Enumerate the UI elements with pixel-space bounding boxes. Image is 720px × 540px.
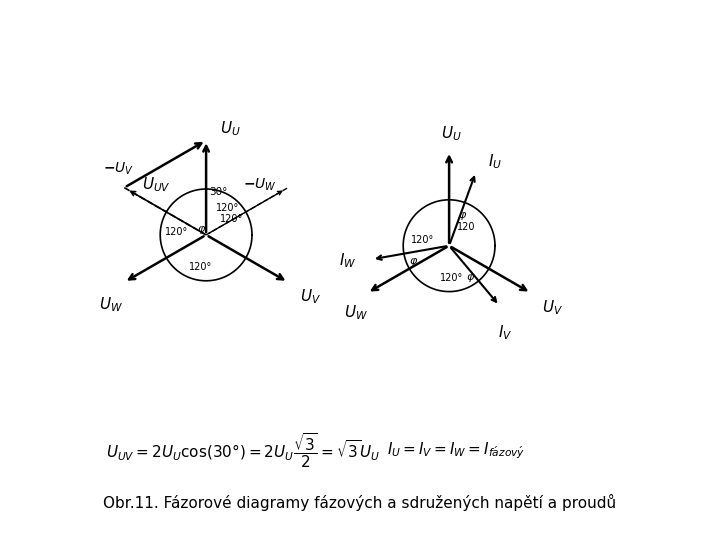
Text: $\boldsymbol{U_W}$: $\boldsymbol{U_W}$ — [344, 303, 369, 322]
Text: $\boldsymbol{-U_W}$: $\boldsymbol{-U_W}$ — [243, 177, 277, 193]
Text: $\varphi$: $\varphi$ — [197, 224, 207, 235]
Text: Obr.11. Fázorové diagramy fázových a sdružených napětí a proudů: Obr.11. Fázorové diagramy fázových a sdr… — [104, 494, 616, 511]
Text: $\varphi$: $\varphi$ — [466, 272, 475, 284]
Text: $\boldsymbol{U_V}$: $\boldsymbol{U_V}$ — [300, 288, 321, 306]
Text: $\boldsymbol{U_U}$: $\boldsymbol{U_U}$ — [220, 119, 240, 138]
Text: $U_{UV} = 2U_U\cos(30°) = 2U_U\dfrac{\sqrt{3}}{2} = \sqrt{3}U_U$: $U_{UV} = 2U_U\cos(30°) = 2U_U\dfrac{\sq… — [107, 431, 380, 470]
Text: $\boldsymbol{I_V}$: $\boldsymbol{I_V}$ — [498, 323, 513, 342]
Text: 120°: 120° — [165, 227, 188, 237]
Text: $\boldsymbol{U_{UV}}$: $\boldsymbol{U_{UV}}$ — [142, 176, 171, 194]
Text: 120°: 120° — [189, 262, 212, 272]
Text: 120: 120 — [457, 222, 476, 232]
Text: 120°: 120° — [410, 235, 433, 245]
Text: 120°: 120° — [220, 214, 243, 224]
Text: $\varphi$: $\varphi$ — [458, 210, 467, 222]
Text: $\varphi$: $\varphi$ — [410, 256, 418, 268]
Text: 120°: 120° — [440, 273, 464, 283]
Text: 120°: 120° — [216, 203, 239, 213]
Text: $\boldsymbol{U_U}$: $\boldsymbol{U_U}$ — [441, 124, 462, 143]
Text: 30°: 30° — [209, 187, 228, 197]
Text: $\boldsymbol{I_U}$: $\boldsymbol{I_U}$ — [487, 153, 502, 171]
Text: $I_U = I_V = I_W = I_{f\acute{a}zov\acute{y}}$: $I_U = I_V = I_W = I_{f\acute{a}zov\acut… — [387, 441, 526, 461]
Text: $\boldsymbol{I_W}$: $\boldsymbol{I_W}$ — [338, 251, 356, 269]
Text: $\boldsymbol{U_V}$: $\boldsymbol{U_V}$ — [541, 298, 563, 317]
Text: $\boldsymbol{-U_V}$: $\boldsymbol{-U_V}$ — [104, 160, 135, 177]
Text: $\boldsymbol{U_W}$: $\boldsymbol{U_W}$ — [99, 296, 123, 314]
